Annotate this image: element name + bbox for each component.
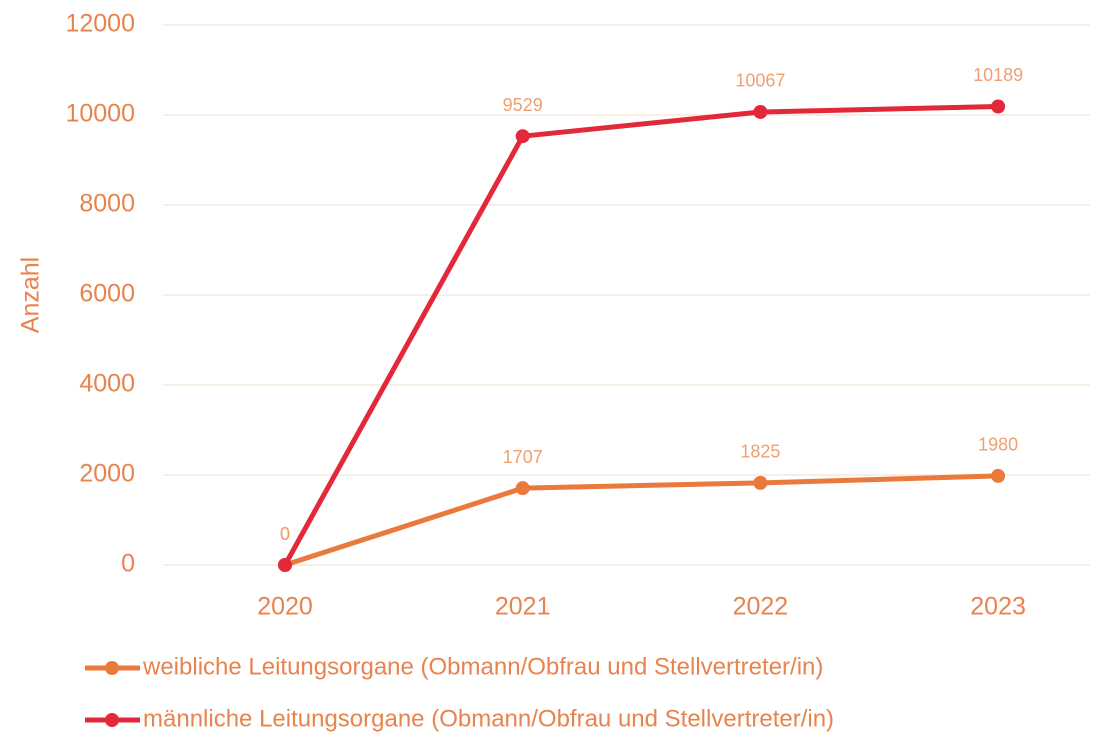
y-tick-label: 8000 (79, 190, 135, 218)
x-tick-label: 2021 (495, 593, 551, 621)
x-tick-label: 2023 (970, 593, 1026, 621)
data-point (991, 99, 1006, 114)
y-tick-label: 2000 (79, 460, 135, 488)
data-label: 9529 (503, 95, 543, 115)
x-tick-label: 2020 (257, 593, 313, 621)
data-label: 0 (280, 524, 290, 544)
y-tick-label: 0 (121, 550, 135, 578)
legend-marker (105, 661, 119, 675)
x-tick-label: 2022 (733, 593, 789, 621)
data-label: 1825 (740, 442, 780, 462)
data-point (278, 558, 292, 572)
y-axis-title: Anzahl (17, 257, 45, 333)
y-tick-label: 4000 (79, 370, 135, 398)
legend-label: männliche Leitungsorgane (Obmann/Obfrau … (143, 705, 834, 732)
data-point (515, 481, 530, 496)
data-label: 10189 (973, 65, 1023, 85)
legend-marker (105, 713, 119, 727)
data-line (284, 473, 999, 568)
legend-label: weibliche Leitungsorgane (Obmann/Obfrau … (142, 653, 823, 680)
y-tick-label: 12000 (65, 10, 135, 38)
data-label: 0 (280, 524, 290, 544)
data-line (282, 103, 999, 567)
data-label: 1707 (503, 447, 543, 467)
data-label: 10067 (735, 71, 785, 91)
data-point (753, 475, 768, 490)
data-point (991, 468, 1006, 483)
y-tick-label: 6000 (79, 280, 135, 308)
data-point (753, 104, 768, 119)
data-label: 1980 (978, 435, 1018, 455)
data-point (515, 129, 530, 144)
y-tick-label: 10000 (65, 100, 135, 128)
